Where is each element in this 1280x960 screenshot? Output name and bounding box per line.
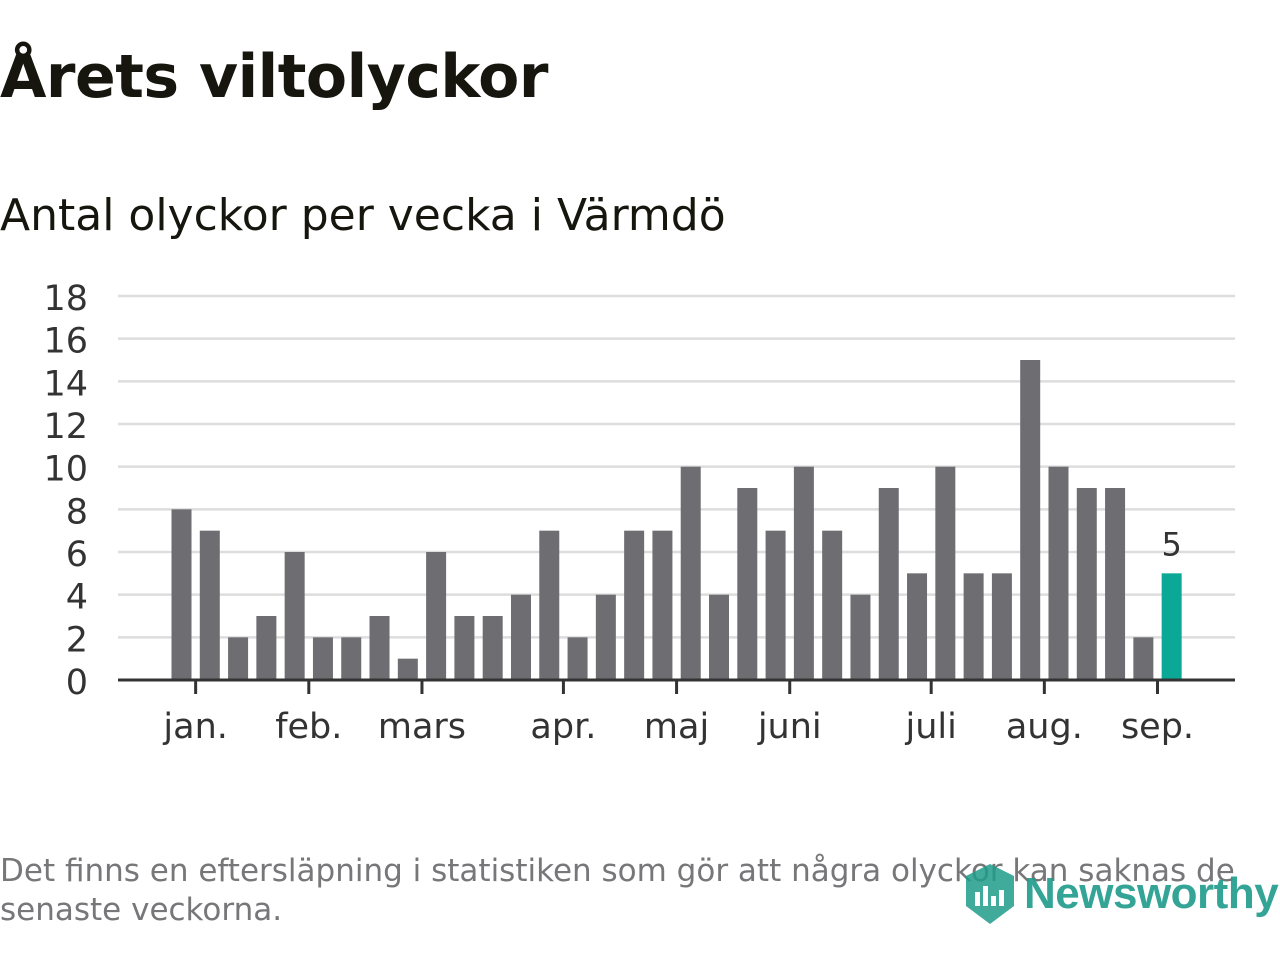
chart-title: Årets viltolyckor [0,42,549,112]
bar [737,488,758,680]
y-tick-label: 0 [66,663,88,703]
x-tick-label: mars [378,707,466,747]
newsworthy-logo: Newsworthy [964,862,1279,926]
y-tick-label: 12 [43,407,88,447]
x-tick-label: juni [757,707,822,747]
bar [878,488,899,680]
bar [680,466,701,680]
bar [397,658,418,680]
bar [907,573,928,680]
bar [765,530,786,680]
bar [312,637,333,680]
x-tick-label: apr. [530,707,596,747]
x-tick-label: sep. [1121,707,1194,747]
bar [228,637,249,680]
footnote: Det finns en eftersläpning i statistiken… [0,853,1235,928]
bar [567,637,588,680]
bar [850,594,871,680]
bar [1020,360,1041,680]
y-tick-label: 16 [43,322,88,362]
bar [482,616,503,680]
y-tick-label: 18 [43,279,88,319]
bar [510,594,531,680]
bar [1105,488,1126,680]
bar [369,616,390,680]
bar [652,530,673,680]
x-tick-label: juli [905,707,957,747]
bar [1133,637,1154,680]
bar-highlighted [1161,573,1182,680]
bar [793,466,814,680]
bar [595,594,616,680]
newsworthy-logo-icon [966,864,1014,924]
bar [1076,488,1097,680]
y-tick-label: 10 [43,450,88,490]
y-tick-label: 14 [43,364,88,404]
bar [822,530,843,680]
y-tick-label: 4 [66,578,88,618]
y-tick-label: 6 [66,535,88,575]
y-tick-label: 2 [66,620,88,660]
bar [284,552,305,680]
data-labels: 5 [1161,525,1181,563]
bar [426,552,447,680]
bar [539,530,560,680]
bar [454,616,475,680]
bar [341,637,362,680]
chart-subtitle: Antal olyckor per vecka i Värmdö [0,190,726,241]
bar [256,616,277,680]
bar [935,466,956,680]
bar [199,530,220,680]
x-axis: jan. feb. mars apr. maj juni juli aug. sep. [118,678,1235,747]
bar [171,509,192,680]
newsworthy-logo-text: Newsworthy [1024,869,1279,918]
data-label: 5 [1161,525,1181,563]
x-tick-label: aug. [1006,707,1083,747]
x-tick-label: feb. [275,707,342,747]
bar [709,594,730,680]
x-tick-label: maj [644,707,709,747]
bar [1048,466,1069,680]
y-tick-label: 8 [66,492,88,532]
bars [171,360,1182,680]
bar [624,530,645,680]
bar [963,573,984,680]
bar [991,573,1012,680]
x-tick-label: jan. [162,707,227,747]
